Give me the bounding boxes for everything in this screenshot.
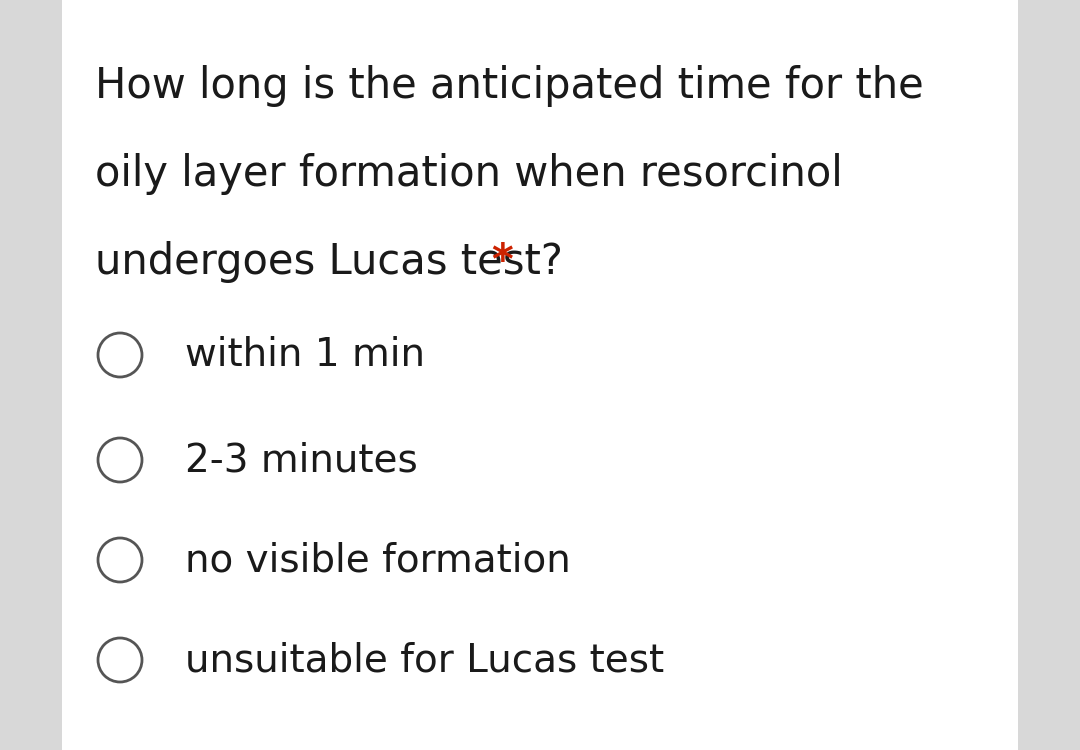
Text: *: * xyxy=(491,241,513,283)
Text: no visible formation: no visible formation xyxy=(185,541,570,579)
Text: within 1 min: within 1 min xyxy=(185,336,426,374)
Text: unsuitable for Lucas test: unsuitable for Lucas test xyxy=(185,641,664,679)
Text: oily layer formation when resorcinol: oily layer formation when resorcinol xyxy=(95,153,842,195)
Bar xyxy=(0,0,62,750)
Text: undergoes Lucas test?: undergoes Lucas test? xyxy=(95,241,576,283)
Text: How long is the anticipated time for the: How long is the anticipated time for the xyxy=(95,65,923,107)
Text: undergoes Lucas test? *: undergoes Lucas test? * xyxy=(95,241,597,283)
Bar xyxy=(1018,0,1080,750)
Text: 2-3 minutes: 2-3 minutes xyxy=(185,441,418,479)
